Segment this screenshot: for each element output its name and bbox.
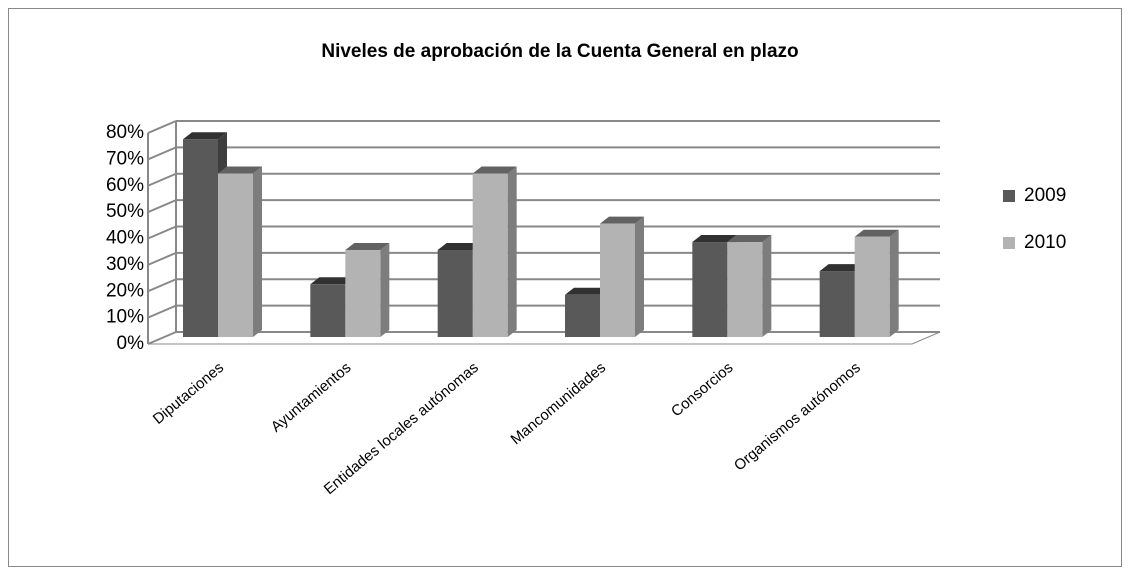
bar-face	[854, 236, 890, 337]
legend-label: 2010	[1024, 232, 1066, 253]
bar-face	[183, 132, 227, 140]
bar-face	[889, 229, 899, 337]
bar-face	[692, 242, 728, 337]
grid-line	[147, 172, 177, 187]
bar	[183, 132, 227, 337]
bar-face	[218, 166, 262, 174]
y-tick-label: 40%	[106, 228, 144, 249]
bar-face	[635, 216, 644, 337]
bar	[472, 166, 517, 337]
bar	[218, 166, 262, 337]
grid-line	[147, 146, 177, 161]
bar-face	[437, 249, 473, 337]
grid-line	[147, 225, 177, 240]
y-tick-label: 0%	[117, 333, 145, 354]
bar-face	[380, 242, 390, 337]
bar-face	[600, 216, 644, 224]
bar-face	[345, 249, 381, 337]
bar-face	[727, 235, 772, 243]
grid-line	[147, 331, 177, 345]
bar-face	[819, 271, 855, 337]
bar-face	[472, 166, 517, 174]
bar-face	[727, 242, 763, 337]
chart-title: Niveles de aprobación de la Cuenta Gener…	[321, 41, 798, 62]
bar	[727, 235, 772, 337]
bar-face	[345, 242, 390, 250]
bar-face	[437, 242, 482, 250]
legend-swatch	[1003, 190, 1015, 202]
legend-label: 2009	[1024, 185, 1066, 206]
bar	[600, 216, 644, 337]
bar-face	[472, 173, 508, 337]
grid-line	[147, 278, 177, 293]
y-tick-label: 10%	[106, 307, 144, 328]
y-tick-label: 80%	[106, 122, 144, 143]
y-tick-label: 30%	[106, 254, 144, 275]
bar	[345, 242, 390, 337]
bar-face	[310, 277, 355, 285]
bar-face	[819, 264, 864, 272]
y-tick-label: 50%	[106, 201, 144, 222]
y-tick-label: 60%	[106, 175, 144, 196]
bar-face	[692, 235, 737, 243]
bar-face	[565, 287, 609, 295]
bar-face	[762, 235, 772, 337]
bar-face	[600, 223, 635, 337]
bar-face	[310, 284, 346, 337]
bar-face	[507, 166, 517, 337]
bar-face	[183, 139, 218, 337]
grid-line	[147, 120, 177, 134]
bar	[854, 229, 899, 337]
grid-line	[147, 251, 177, 266]
y-tick-label: 70%	[106, 148, 144, 169]
legend-swatch	[1003, 237, 1015, 249]
grid-line	[147, 199, 177, 214]
bar-face	[218, 173, 253, 337]
bar-face	[253, 166, 262, 337]
bar-face	[565, 294, 600, 337]
bar-face	[854, 229, 899, 237]
grid-line	[147, 304, 177, 319]
y-tick-label: 20%	[106, 280, 144, 301]
